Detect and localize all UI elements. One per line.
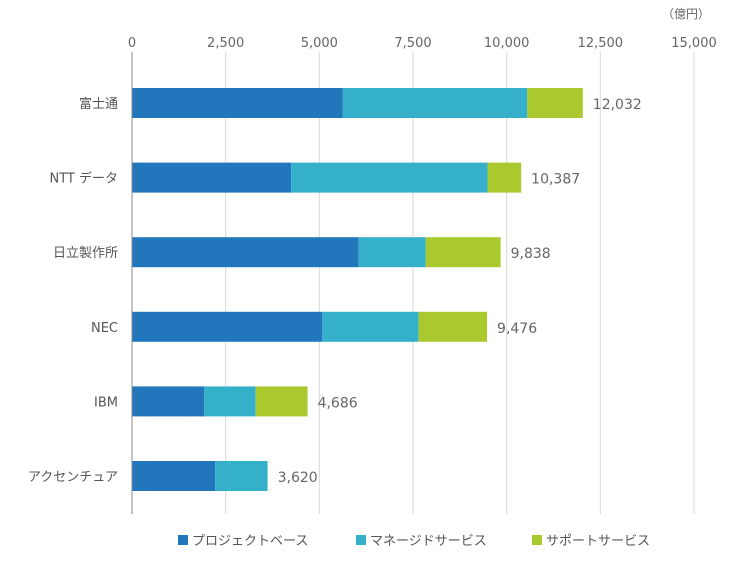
- total-value-label: 4,686: [318, 395, 358, 411]
- x-tick-label: 7,500: [394, 36, 431, 51]
- bar-segment: [132, 237, 359, 268]
- category-label: NEC: [91, 321, 118, 336]
- category-label: NTT データ: [49, 171, 118, 187]
- legend-swatch: [356, 535, 366, 545]
- bar-segment: [132, 386, 205, 417]
- legend-item: マネージドサービス: [356, 534, 487, 549]
- total-value-label: 3,620: [278, 470, 318, 486]
- x-tick-label: 2,500: [207, 36, 244, 51]
- total-value-label: 12,032: [593, 97, 642, 113]
- legend-label: プロジェクトベース: [192, 534, 308, 549]
- x-tick-label: 15,000: [671, 36, 717, 51]
- bar-segment: [425, 237, 501, 268]
- x-tick-label: 0: [128, 36, 136, 51]
- legend-swatch: [178, 535, 188, 545]
- gridlines: [225, 52, 695, 514]
- bar-segment: [255, 386, 308, 417]
- legend-label: サポートサービス: [546, 534, 650, 549]
- total-value-label: 9,476: [497, 321, 537, 337]
- total-labels: 12,032 10,387 9,838 9,476 4,686 3,620: [278, 97, 642, 486]
- bar-segment: [291, 162, 488, 193]
- bar-segment: [418, 311, 488, 342]
- bar-segment: [132, 461, 216, 491]
- bars: [132, 88, 583, 491]
- category-label: IBM: [94, 395, 118, 410]
- x-tick-label: 10,000: [484, 36, 530, 51]
- x-tick-label: 5,000: [301, 36, 338, 51]
- total-value-label: 10,387: [531, 172, 580, 188]
- bar-segment: [487, 162, 522, 193]
- bar-segment: [527, 88, 583, 118]
- total-value-label: 9,838: [511, 246, 551, 262]
- category-label: 日立製作所: [53, 246, 118, 261]
- bar-segment: [358, 237, 426, 268]
- bar-segment: [342, 88, 528, 118]
- legend-label: マネージドサービス: [370, 534, 487, 549]
- bar-segment: [132, 311, 323, 342]
- x-axis-tick-labels: 0 2,500 5,000 7,500 10,000 12,500 15,000: [128, 36, 717, 51]
- unit-label: （億円）: [662, 7, 710, 21]
- category-label: 富士通: [79, 96, 118, 112]
- x-tick-label: 12,500: [578, 36, 624, 51]
- bar-segment: [215, 461, 268, 491]
- bar-segment: [322, 311, 419, 342]
- bar-segment: [204, 386, 256, 417]
- legend: プロジェクトベース マネージドサービス サポートサービス: [178, 534, 650, 549]
- bar-segment: [132, 162, 292, 193]
- bar-segment: [132, 88, 343, 118]
- category-label: アクセンチュア: [28, 470, 118, 485]
- legend-swatch: [532, 535, 542, 545]
- legend-item: サポートサービス: [532, 534, 650, 549]
- legend-item: プロジェクトベース: [178, 534, 308, 549]
